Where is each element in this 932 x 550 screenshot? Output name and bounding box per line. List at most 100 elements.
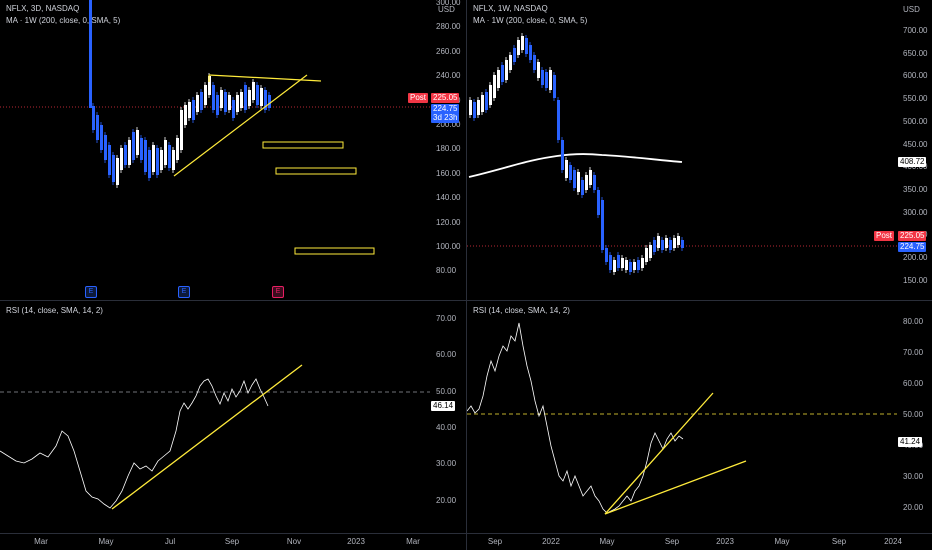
right-rsi-tick: 30.00 [903, 472, 924, 481]
time-axis-border [0, 533, 932, 534]
pane-divider-vertical[interactable] [466, 0, 467, 550]
price-candle [681, 240, 684, 248]
price-candle [489, 85, 492, 105]
left-price-tick: 100.00 [436, 242, 461, 251]
price-candle [673, 238, 676, 248]
left-price-tick: 180.00 [436, 144, 461, 154]
pane-divider-left[interactable] [0, 300, 466, 301]
earnings-event-icon[interactable]: E [272, 286, 284, 298]
earnings-event-icon[interactable]: E [178, 286, 190, 298]
right-ma-label[interactable]: MA · 1W (200, close, 0, SMA, 5) [473, 16, 588, 25]
price-candle [148, 150, 151, 178]
rsi-line [0, 378, 269, 509]
price-candle [649, 245, 652, 258]
price-candle [224, 92, 227, 112]
left-rsi-pane[interactable]: RSI (14, close, SMA, 14, 2) 70.00 60.00 50… [0, 301, 466, 533]
price-candle [513, 48, 516, 62]
left-rsi-value-tag: 46.14 [431, 401, 456, 411]
right-price-chart[interactable] [467, 0, 932, 300]
left-price-chart[interactable] [0, 0, 466, 300]
price-candle [473, 102, 476, 118]
rsi-trendline [604, 392, 714, 515]
price-candle [557, 100, 560, 140]
price-candle [108, 145, 111, 175]
rsi-trendline [111, 364, 303, 510]
target-zone-box [294, 247, 375, 255]
right-rsi-tick: 80.00 [903, 317, 924, 326]
left-last-price-tag: 224.75 [431, 104, 460, 114]
right-price-tick: 300.00 [903, 207, 928, 217]
price-candle [164, 140, 167, 165]
right-post-label: Post [876, 231, 893, 240]
price-candle [232, 100, 235, 118]
price-candle [156, 148, 159, 175]
left-x-tick: Sep [224, 537, 240, 546]
left-x-tick: 2023 [347, 537, 365, 546]
right-rsi-tick: 60.00 [903, 379, 924, 388]
right-price-tick: 450.00 [903, 139, 928, 149]
right-currency-label: USD [903, 5, 920, 14]
left-price-tick: 240.00 [436, 71, 461, 81]
right-chart-title: NFLX, 1W, NASDAQ [473, 4, 548, 13]
left-rsi-tick: 40.00 [436, 422, 457, 432]
price-candle [585, 175, 588, 190]
left-ma-label[interactable]: MA · 1W (200, close, 0, SMA, 5) [6, 16, 121, 25]
right-rsi-pane[interactable]: RSI (14, close, SMA, 14, 2) 80.00 70.00 60… [467, 301, 932, 533]
price-candle [621, 258, 624, 268]
price-candle [637, 260, 640, 270]
price-candle [677, 236, 680, 245]
price-candle [625, 260, 628, 270]
price-candle [561, 140, 564, 170]
left-rsi-tick: 50.00 [436, 386, 457, 396]
price-candle [160, 150, 163, 170]
right-rsi-label[interactable]: RSI (14, close, SMA, 14, 2) [473, 306, 570, 315]
price-candle [92, 106, 95, 130]
left-time-axis[interactable]: Mar May Jul Sep Nov 2023 Mar [0, 534, 466, 550]
price-candle [264, 90, 267, 110]
price-candle [565, 160, 568, 178]
price-candle [100, 125, 103, 150]
price-candle [240, 92, 243, 108]
price-candle [597, 190, 600, 215]
moving-average-line [468, 153, 683, 178]
right-ma-value-tag: 408.72 [898, 157, 927, 167]
price-candle [180, 110, 183, 150]
left-countdown-tag: 3d 23h [431, 113, 460, 123]
right-price-pane[interactable]: NFLX, 1W, NASDAQ MA · 1W (200, close, 0,… [467, 0, 932, 300]
earnings-event-icon[interactable]: E [85, 286, 97, 298]
left-x-tick: Mar [406, 537, 420, 546]
price-candle [525, 38, 528, 54]
left-chart-title: NFLX, 3D, NASDAQ [6, 4, 80, 13]
price-candle [168, 145, 171, 168]
price-candle [581, 180, 584, 195]
left-price-tick: 120.00 [436, 217, 461, 227]
left-x-tick: Jul [164, 537, 176, 546]
price-candle [212, 85, 215, 110]
price-candle [112, 155, 115, 182]
right-x-tick: Sep [487, 537, 503, 546]
price-candle [481, 95, 484, 112]
pane-divider-right[interactable] [467, 300, 932, 301]
right-x-tick: May [774, 537, 790, 546]
price-candle [633, 262, 636, 270]
price-candle [124, 145, 127, 165]
price-candle [144, 140, 147, 172]
left-price-tick: 160.00 [436, 168, 461, 178]
left-rsi-label[interactable]: RSI (14, close, SMA, 14, 2) [6, 306, 103, 315]
left-price-tick: 260.00 [436, 46, 461, 56]
left-price-pane[interactable]: NFLX, 3D, NASDAQ MA · 1W (200, close, 0,… [0, 0, 466, 300]
right-time-axis[interactable]: Sep 2022 May Sep 2023 May Sep 2024 [467, 534, 932, 550]
price-candle [589, 170, 592, 185]
right-rsi-chart[interactable] [467, 301, 932, 533]
price-candle [529, 45, 532, 60]
resistance-trendline [208, 74, 322, 82]
price-candle [521, 36, 524, 50]
rsi-trendline [604, 460, 747, 515]
price-candle [553, 75, 556, 98]
price-candle [228, 95, 231, 110]
price-candle [220, 90, 223, 108]
price-candle [497, 70, 500, 88]
right-rsi-value-tag: 41.24 [898, 437, 923, 447]
left-rsi-chart[interactable] [0, 301, 466, 533]
price-candle [645, 248, 648, 262]
